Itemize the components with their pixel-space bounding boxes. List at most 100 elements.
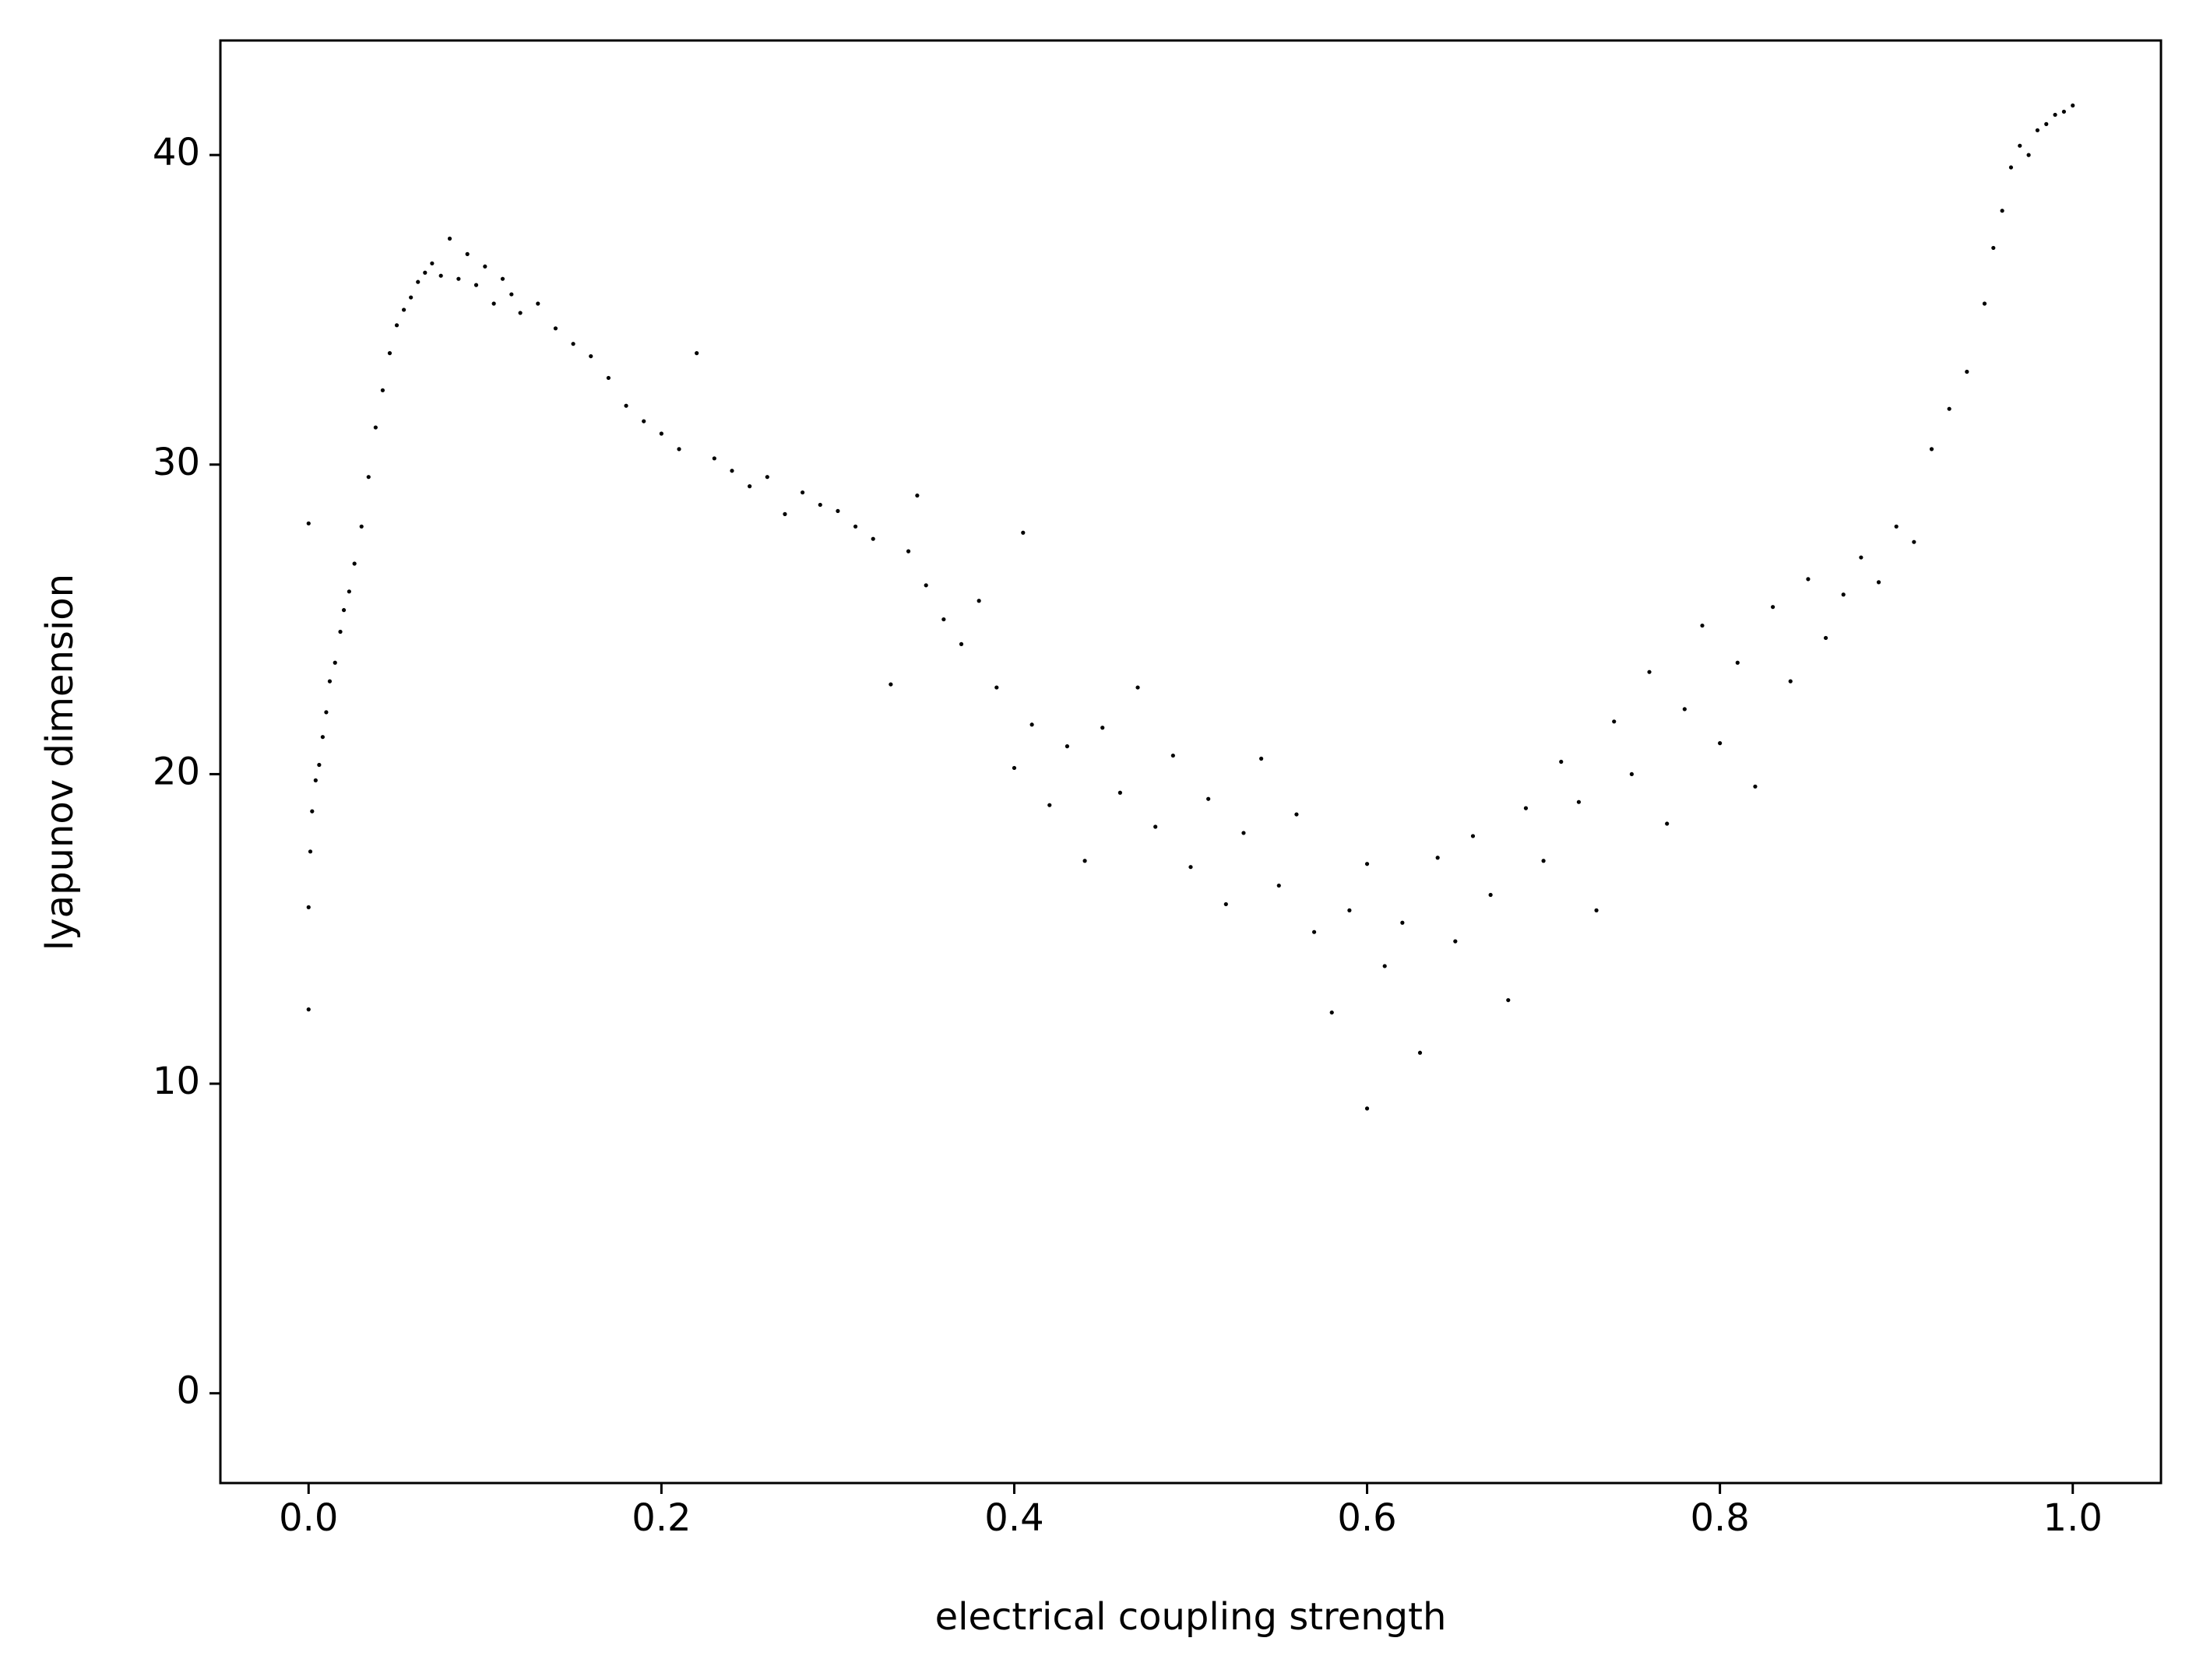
- point: [1929, 447, 1934, 452]
- point: [977, 599, 981, 603]
- point: [1823, 635, 1828, 641]
- point: [1965, 369, 1969, 374]
- x-tick-label: 0.6: [1337, 1496, 1396, 1540]
- point: [748, 484, 752, 489]
- point: [889, 682, 893, 687]
- point: [1364, 1106, 1370, 1111]
- point: [1382, 964, 1387, 968]
- y-tick-label: 20: [153, 750, 200, 793]
- point: [2008, 165, 2014, 170]
- point: [2044, 121, 2049, 126]
- point: [1012, 765, 1017, 771]
- point: [1153, 824, 1158, 829]
- point: [1506, 998, 1511, 1003]
- point: [1841, 592, 1846, 597]
- point: [308, 849, 313, 854]
- point: [1647, 670, 1652, 674]
- point: [1523, 806, 1529, 810]
- point: [871, 536, 875, 541]
- point: [1364, 862, 1370, 866]
- point: [1029, 722, 1034, 727]
- point: [306, 905, 311, 909]
- point: [924, 583, 928, 588]
- point: [416, 279, 421, 284]
- point: [553, 326, 558, 331]
- point: [1435, 856, 1440, 860]
- point: [1082, 859, 1087, 863]
- point: [313, 778, 318, 782]
- point: [695, 351, 699, 356]
- point: [1991, 245, 1996, 251]
- point: [801, 490, 805, 495]
- point: [438, 273, 443, 278]
- point: [1241, 831, 1246, 835]
- point: [1276, 883, 1281, 888]
- point: [447, 236, 452, 241]
- point: [730, 469, 734, 473]
- point: [941, 617, 946, 622]
- point: [333, 660, 337, 665]
- x-tick-label: 0.2: [632, 1496, 691, 1540]
- point: [1541, 859, 1546, 863]
- point: [818, 502, 822, 508]
- y-tick-label: 40: [153, 131, 200, 174]
- point: [306, 1007, 311, 1012]
- point: [1470, 834, 1476, 838]
- y-tick-label: 0: [176, 1369, 200, 1413]
- point: [1788, 679, 1793, 684]
- point: [500, 276, 505, 281]
- point: [1912, 539, 1916, 544]
- point: [402, 308, 406, 312]
- point: [1982, 301, 1987, 306]
- point: [347, 589, 351, 594]
- point: [959, 641, 964, 646]
- point: [1612, 719, 1617, 724]
- point: [589, 353, 593, 359]
- x-tick-label: 0.8: [1690, 1496, 1749, 1540]
- point: [571, 342, 575, 346]
- point: [341, 608, 347, 613]
- point: [1047, 803, 1052, 807]
- point: [1294, 812, 1299, 817]
- point: [2053, 112, 2057, 118]
- point: [536, 301, 540, 306]
- point: [518, 311, 523, 315]
- y-tick-label: 30: [153, 441, 200, 484]
- point: [1576, 800, 1581, 804]
- point: [1170, 753, 1175, 758]
- point: [483, 264, 487, 269]
- point: [324, 710, 329, 715]
- point: [1718, 741, 1723, 746]
- point: [338, 629, 343, 634]
- x-tick-label: 1.0: [2043, 1496, 2103, 1540]
- point: [1311, 930, 1317, 934]
- point: [1021, 530, 1026, 535]
- point: [359, 524, 364, 529]
- point: [2071, 103, 2075, 108]
- point: [1753, 784, 1758, 789]
- point: [387, 351, 392, 356]
- point: [366, 475, 371, 480]
- point: [1771, 605, 1775, 610]
- point: [2018, 143, 2022, 148]
- point: [1806, 577, 1811, 582]
- point: [465, 251, 470, 256]
- point: [1223, 902, 1228, 907]
- point: [1594, 908, 1599, 912]
- point: [2061, 109, 2066, 114]
- point: [2026, 153, 2031, 157]
- point: [642, 419, 646, 424]
- point: [853, 524, 858, 529]
- point: [509, 292, 514, 297]
- point: [352, 561, 357, 566]
- point: [1117, 790, 1122, 795]
- point: [712, 456, 716, 461]
- point: [915, 493, 920, 498]
- point: [1100, 726, 1105, 730]
- point: [1735, 660, 1740, 665]
- y-axis-label: lyapunov dimension: [38, 574, 82, 951]
- point: [1700, 623, 1705, 628]
- point: [310, 809, 315, 814]
- point: [1488, 892, 1493, 898]
